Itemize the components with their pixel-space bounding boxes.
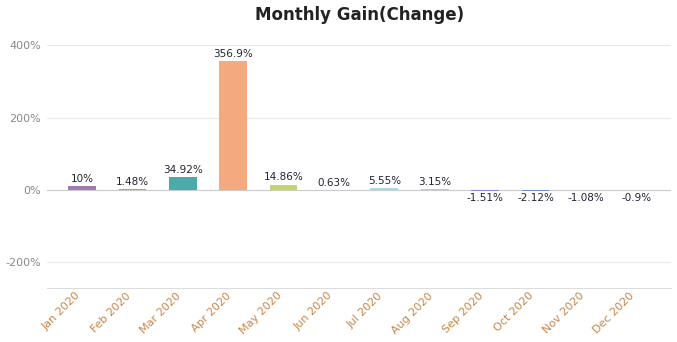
Text: 356.9%: 356.9% bbox=[213, 49, 253, 58]
Text: 34.92%: 34.92% bbox=[163, 165, 202, 175]
Text: 5.55%: 5.55% bbox=[368, 176, 401, 186]
Bar bbox=[68, 186, 96, 190]
Text: -0.9%: -0.9% bbox=[621, 193, 651, 202]
Text: -1.08%: -1.08% bbox=[567, 193, 604, 202]
Text: 1.48%: 1.48% bbox=[116, 177, 149, 187]
Bar bbox=[269, 185, 297, 190]
Bar bbox=[219, 61, 247, 190]
Text: 3.15%: 3.15% bbox=[418, 177, 452, 187]
Bar bbox=[118, 189, 146, 190]
Bar bbox=[169, 177, 197, 190]
Text: 14.86%: 14.86% bbox=[264, 172, 303, 183]
Text: 10%: 10% bbox=[70, 174, 93, 184]
Bar bbox=[521, 190, 549, 191]
Text: 0.63%: 0.63% bbox=[318, 177, 351, 188]
Bar bbox=[421, 189, 449, 190]
Text: -2.12%: -2.12% bbox=[517, 193, 554, 203]
Bar bbox=[370, 188, 398, 190]
Title: Monthly Gain(Change): Monthly Gain(Change) bbox=[255, 5, 464, 24]
Text: -1.51%: -1.51% bbox=[466, 193, 504, 203]
